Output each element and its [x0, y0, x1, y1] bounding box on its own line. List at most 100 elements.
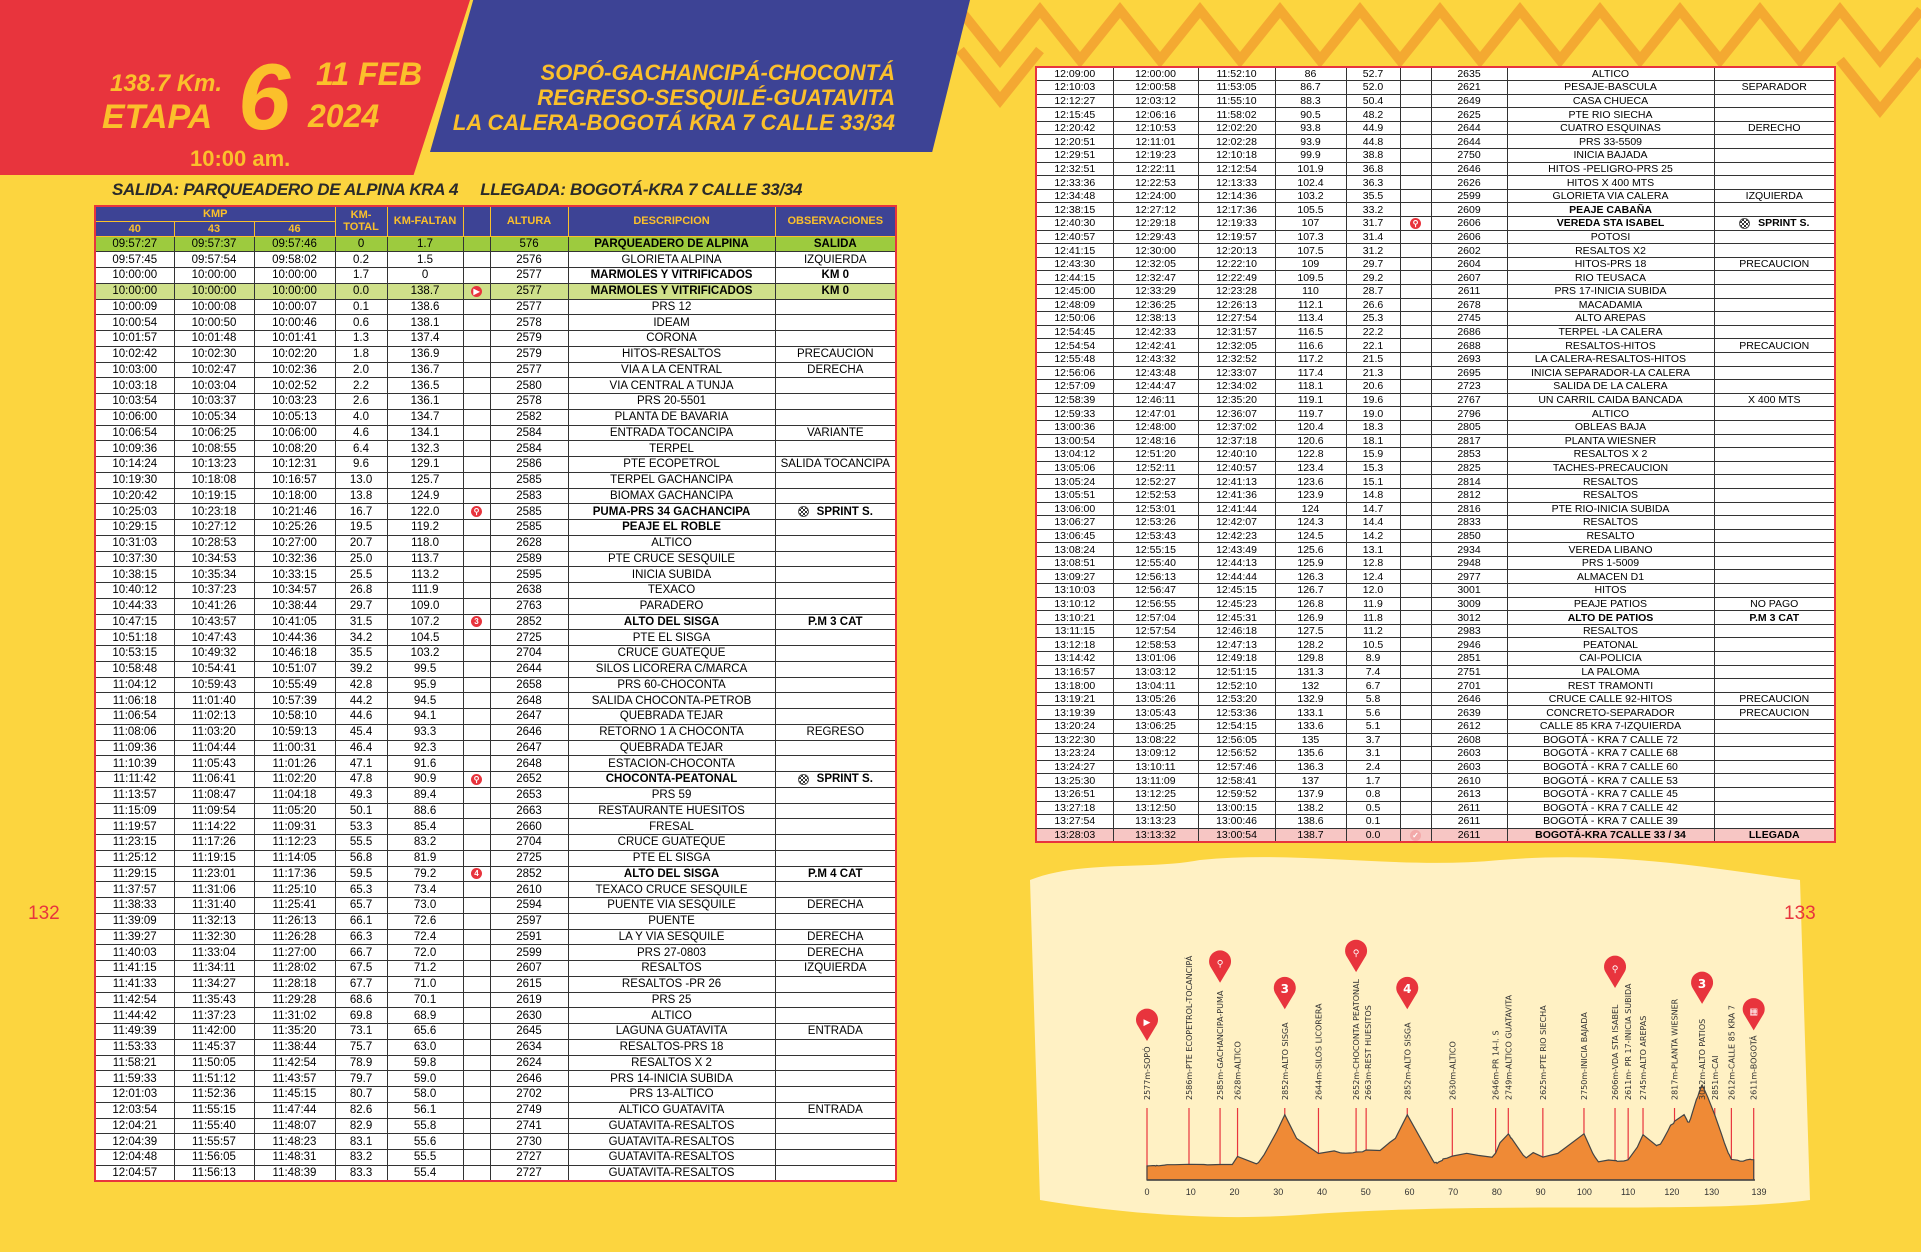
table-row: 11:06:54 11:02:13 10:58:10 44.6 94.1 2647 QUEB…	[94, 708, 897, 725]
cell-time-43: 13:12:25	[1112, 786, 1199, 802]
cell-km-total: 138.7	[1274, 827, 1347, 843]
profile-label: 2628m-ALTICO	[1234, 1041, 1243, 1100]
cell-time-46: 12:31:57	[1197, 324, 1276, 340]
table-row: 12:04:21 11:55:40 11:48:07 82.9 55.8 2741 GUAT…	[94, 1117, 897, 1135]
cell-time-46: 12:52:10	[1197, 678, 1276, 693]
table-row: 11:06:18 11:01:40 10:57:39 44.2 94.5 2648 SALI…	[94, 692, 897, 709]
cell-km-faltan: 70.1	[386, 991, 464, 1009]
cell-descripcion: RESALTOS	[567, 960, 776, 977]
cell-observaciones	[774, 991, 897, 1009]
cell-descripcion: ALTICO GUATAVITA	[567, 1101, 776, 1119]
table-row: 11:29:15 11:23:01 11:17:36 59.5 79.2 4 2852 ALT…	[94, 865, 897, 883]
header-speed-40: 40	[94, 220, 175, 237]
cell-time-46: 10:55:49	[253, 676, 336, 694]
cell-km-faltan: 95.9	[386, 676, 464, 694]
cell-time-40: 13:06:00	[1035, 501, 1114, 517]
cell-altura: 2607	[489, 960, 569, 977]
cell-km-faltan: 79.2	[386, 865, 464, 883]
cell-icon: ⚲	[462, 771, 491, 788]
cell-time-40: 10:20:42	[94, 487, 175, 505]
cell-altura: 2576	[489, 251, 569, 268]
cell-km-total: 138.2	[1274, 800, 1347, 816]
cell-icon	[1399, 188, 1432, 204]
cell-descripcion: PARADERO	[567, 597, 776, 615]
cell-km-total: 4.6	[334, 424, 388, 442]
table-row: 11:59:33 11:51:12 11:43:57 79.7 59.0 2646 PRS …	[94, 1070, 897, 1087]
table-row: 12:54:54 12:42:41 12:32:05 116.6 22.1 2688 RES…	[1035, 338, 1836, 353]
cell-time-46: 12:32:52	[1197, 351, 1276, 367]
table-row: 10:03:00 10:02:47 10:02:36 2.0 136.7 2577 VIA …	[94, 361, 897, 379]
cell-altura: 2853	[1430, 447, 1508, 462]
table-row: 12:34:48 12:24:00 12:14:36 103.2 35.5 2599 GLO…	[1035, 188, 1836, 204]
cell-observaciones	[1713, 746, 1836, 761]
cell-icon	[462, 597, 491, 615]
cell-altura: 2610	[489, 881, 569, 898]
cell-time-40: 13:00:54	[1035, 433, 1114, 449]
table-row: 10:06:00 10:05:34 10:05:13 4.0 134.7 2582 PLAN…	[94, 408, 897, 426]
cell-descripcion: BOGOTÁ-KRA 7CALLE 33 / 34	[1506, 827, 1715, 843]
cell-icon	[1399, 786, 1432, 802]
cell-altura: 2644	[1430, 120, 1508, 136]
cell-icon	[462, 786, 491, 804]
cell-observaciones	[1713, 134, 1836, 150]
cell-time-43: 12:56:47	[1112, 583, 1199, 598]
table-row: 13:22:30 13:08:22 12:56:05 135 3.7 2608 BOGOTÁ…	[1035, 732, 1836, 748]
cell-altura: 2613	[1430, 786, 1508, 802]
cell-km-faltan: 8.9	[1345, 651, 1401, 666]
cell-km-total: 79.7	[334, 1070, 388, 1087]
cell-observaciones	[774, 519, 897, 536]
cell-time-46: 12:41:44	[1197, 501, 1276, 517]
cell-observaciones	[774, 660, 897, 678]
cell-time-40: 10:37:30	[94, 550, 175, 568]
table-row: 10:14:24 10:13:23 10:12:31 9.6 129.1 2586 PTE …	[94, 456, 897, 473]
checkered-flag-icon	[1739, 218, 1751, 230]
cell-time-43: 12:51:20	[1112, 447, 1199, 462]
cell-altura: 2624	[489, 1054, 569, 1072]
cell-descripcion: RIO TEUSACA	[1506, 270, 1715, 285]
cell-altura: 2649	[1430, 93, 1508, 109]
cell-time-40: 12:33:36	[1035, 175, 1114, 190]
cell-km-total: 116.5	[1274, 324, 1347, 340]
cell-time-46: 12:57:46	[1197, 759, 1276, 775]
cell-observaciones	[1713, 637, 1836, 653]
cell-time-40: 12:04:21	[94, 1117, 175, 1135]
cell-time-43: 12:36:25	[1112, 297, 1199, 313]
cell-time-40: 12:57:09	[1035, 379, 1114, 394]
cell-time-43: 10:23:18	[173, 503, 255, 520]
table-row: 13:04:12 12:51:20 12:40:10 122.8 15.9 2853 RES…	[1035, 447, 1836, 462]
cell-time-40: 13:20:24	[1035, 719, 1114, 734]
cell-icon	[462, 975, 491, 993]
cell-km-faltan: 81.9	[386, 849, 464, 867]
cell-time-46: 10:00:07	[253, 298, 336, 316]
table-row: 12:29:51 12:19:23 12:10:18 99.9 38.8 2750 INIC…	[1035, 148, 1836, 163]
cell-descripcion: PRS 60-CHOCONTA	[567, 676, 776, 694]
cell-descripcion: TERPEL	[567, 440, 776, 457]
cell-altura: 2852	[489, 865, 569, 883]
cell-icon	[462, 345, 491, 363]
cell-km-faltan: 0	[386, 267, 464, 284]
cell-time-43: 11:01:40	[173, 692, 255, 709]
cell-observaciones	[1713, 229, 1836, 245]
cell-km-faltan: 65.6	[386, 1023, 464, 1040]
table-row: 10:03:18 10:03:04 10:02:52 2.2 136.5 2580 VIA …	[94, 377, 897, 394]
cell-time-43: 12:55:15	[1112, 542, 1199, 557]
cell-km-faltan: 134.1	[386, 424, 464, 442]
cell-descripcion: BOGOTÁ - KRA 7 CALLE 39	[1506, 814, 1715, 829]
cell-time-40: 10:38:15	[94, 566, 175, 583]
cell-km-total: 116.6	[1274, 338, 1347, 353]
cell-time-43: 11:52:36	[173, 1086, 255, 1103]
cell-descripcion: PTE RIO SIECHA	[1506, 107, 1715, 122]
cell-descripcion: HITOS -PELIGRO-PRS 25	[1506, 161, 1715, 177]
cell-observaciones	[1713, 284, 1836, 299]
cell-time-40: 10:40:12	[94, 582, 175, 599]
cell-km-faltan: 26.6	[1345, 297, 1401, 313]
cell-time-43: 11:34:27	[173, 975, 255, 993]
cell-observaciones	[774, 786, 897, 804]
cell-altura: 2983	[1430, 623, 1508, 639]
x-tick-label: 130	[1704, 1187, 1719, 1197]
cell-time-43: 11:19:15	[173, 849, 255, 867]
cell-icon	[462, 566, 491, 583]
cell-time-46: 12:47:13	[1197, 637, 1276, 653]
cell-time-46: 11:52:10	[1197, 66, 1276, 82]
cell-observaciones: DERECHA	[774, 897, 897, 914]
